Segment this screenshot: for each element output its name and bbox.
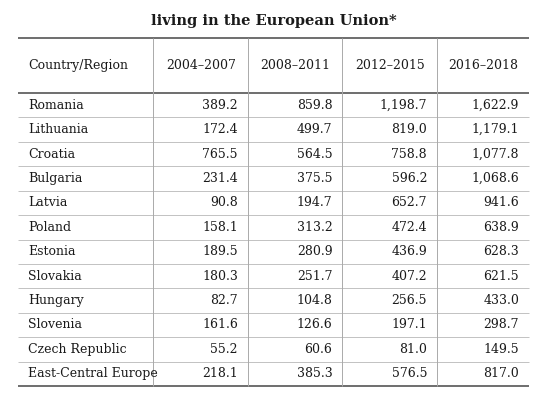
Text: 472.4: 472.4 <box>392 221 427 234</box>
Text: 55.2: 55.2 <box>211 343 238 356</box>
Text: 819.0: 819.0 <box>391 123 427 136</box>
Text: Latvia: Latvia <box>28 196 67 209</box>
Text: 385.3: 385.3 <box>296 367 333 380</box>
Text: 576.5: 576.5 <box>392 367 427 380</box>
Text: 859.8: 859.8 <box>297 99 333 112</box>
Text: 1,077.8: 1,077.8 <box>472 147 519 160</box>
Text: 564.5: 564.5 <box>297 147 333 160</box>
Text: Lithuania: Lithuania <box>28 123 88 136</box>
Text: 82.7: 82.7 <box>211 294 238 307</box>
Text: 280.9: 280.9 <box>297 245 333 258</box>
Text: 596.2: 596.2 <box>392 172 427 185</box>
Text: 2004–2007: 2004–2007 <box>166 59 236 72</box>
Text: 218.1: 218.1 <box>202 367 238 380</box>
Text: 90.8: 90.8 <box>210 196 238 209</box>
Text: 1,622.9: 1,622.9 <box>472 99 519 112</box>
Text: Estonia: Estonia <box>28 245 75 258</box>
Text: East-Central Europe: East-Central Europe <box>28 367 158 380</box>
Text: 161.6: 161.6 <box>202 318 238 331</box>
Text: 941.6: 941.6 <box>483 196 519 209</box>
Text: 197.1: 197.1 <box>392 318 427 331</box>
Text: Romania: Romania <box>28 99 84 112</box>
Text: living in the European Union*: living in the European Union* <box>150 14 397 28</box>
Text: 172.4: 172.4 <box>202 123 238 136</box>
Text: Hungary: Hungary <box>28 294 84 307</box>
Text: 251.7: 251.7 <box>297 269 333 282</box>
Text: 638.9: 638.9 <box>483 221 519 234</box>
Text: 81.0: 81.0 <box>399 343 427 356</box>
Text: 1,068.6: 1,068.6 <box>472 172 519 185</box>
Text: 407.2: 407.2 <box>392 269 427 282</box>
Text: Poland: Poland <box>28 221 71 234</box>
Text: 652.7: 652.7 <box>392 196 427 209</box>
Text: 104.8: 104.8 <box>296 294 333 307</box>
Text: Bulgaria: Bulgaria <box>28 172 83 185</box>
Text: 2008–2011: 2008–2011 <box>260 59 330 72</box>
Text: 389.2: 389.2 <box>202 99 238 112</box>
Text: 499.7: 499.7 <box>297 123 333 136</box>
Text: 621.5: 621.5 <box>484 269 519 282</box>
Text: 149.5: 149.5 <box>484 343 519 356</box>
Text: 126.6: 126.6 <box>296 318 333 331</box>
Text: 1,179.1: 1,179.1 <box>472 123 519 136</box>
Text: 231.4: 231.4 <box>202 172 238 185</box>
Text: 189.5: 189.5 <box>202 245 238 258</box>
Text: Slovenia: Slovenia <box>28 318 82 331</box>
Text: 2012–2015: 2012–2015 <box>355 59 424 72</box>
Text: 765.5: 765.5 <box>202 147 238 160</box>
Text: Country/Region: Country/Region <box>28 59 128 72</box>
Text: 1,198.7: 1,198.7 <box>380 99 427 112</box>
Text: 313.2: 313.2 <box>296 221 333 234</box>
Text: 256.5: 256.5 <box>392 294 427 307</box>
Text: 628.3: 628.3 <box>483 245 519 258</box>
Text: 375.5: 375.5 <box>297 172 333 185</box>
Text: Croatia: Croatia <box>28 147 75 160</box>
Text: 817.0: 817.0 <box>483 367 519 380</box>
Text: 180.3: 180.3 <box>202 269 238 282</box>
Text: Slovakia: Slovakia <box>28 269 82 282</box>
Text: 194.7: 194.7 <box>297 196 333 209</box>
Text: 158.1: 158.1 <box>202 221 238 234</box>
Text: 433.0: 433.0 <box>483 294 519 307</box>
Text: Czech Republic: Czech Republic <box>28 343 126 356</box>
Text: 436.9: 436.9 <box>391 245 427 258</box>
Text: 758.8: 758.8 <box>392 147 427 160</box>
Text: 2016–2018: 2016–2018 <box>448 59 518 72</box>
Text: 298.7: 298.7 <box>484 318 519 331</box>
Text: 60.6: 60.6 <box>305 343 333 356</box>
